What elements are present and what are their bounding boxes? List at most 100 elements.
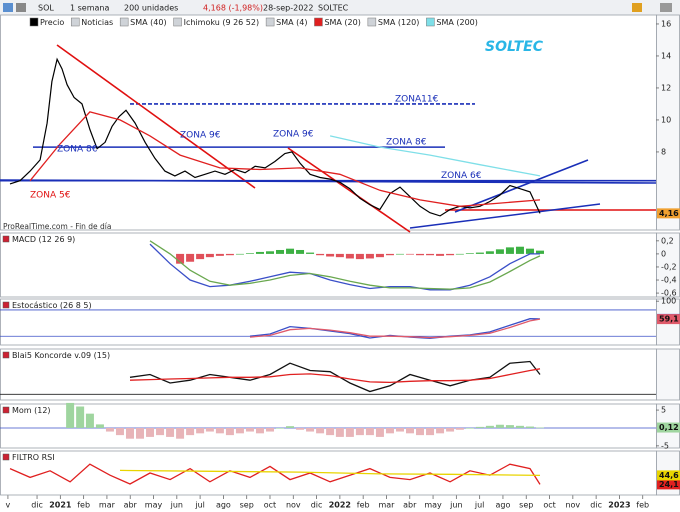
bar <box>326 427 335 436</box>
bar <box>406 427 414 434</box>
y-tick-label: 14 <box>661 51 671 60</box>
settings-icon[interactable] <box>16 3 26 12</box>
panel-title-icon <box>2 235 10 243</box>
bar <box>235 253 244 255</box>
legend-swatch[interactable] <box>367 17 377 27</box>
bar <box>455 427 464 430</box>
bar <box>265 251 274 254</box>
y-tick-label: -5 <box>661 441 669 450</box>
bar <box>296 427 305 430</box>
x-tick-label: feb <box>636 501 649 510</box>
last-value-tag <box>657 208 680 219</box>
x-tick-label: dic <box>31 501 43 510</box>
bar <box>215 427 224 434</box>
bar <box>186 427 195 436</box>
panel-content <box>0 44 657 233</box>
x-tick-label: 2021 <box>49 501 72 510</box>
alert-icon[interactable] <box>632 3 642 12</box>
x-tick-label: jul <box>194 501 205 510</box>
bar <box>335 253 344 258</box>
legend-swatch[interactable] <box>173 17 182 27</box>
last-value-label: 44,6 <box>659 471 679 480</box>
period[interactable]: 1 semana <box>70 4 109 13</box>
last-value-tag <box>657 470 680 481</box>
trend-line <box>0 179 657 184</box>
y-tick-label: 10 <box>661 115 671 124</box>
menu-icon[interactable] <box>3 3 13 12</box>
bar <box>535 427 544 429</box>
x-tick-label: dic <box>590 501 602 510</box>
bar <box>515 246 524 254</box>
date: 28-sep-2022 <box>263 4 313 13</box>
x-tick-label: abr <box>124 501 138 510</box>
x-tick-label: 2023 <box>608 501 630 510</box>
bar <box>215 253 224 256</box>
bar <box>395 427 404 432</box>
y-tick-label: 8 <box>661 147 666 156</box>
y-tick-label: 100 <box>661 297 676 306</box>
x-tick-label: abr <box>403 501 417 510</box>
legend-swatch[interactable] <box>265 17 275 27</box>
bar <box>85 413 94 428</box>
bar <box>176 253 185 264</box>
x-tick-label: may <box>145 501 163 510</box>
legend-label: SMA (4) <box>276 18 307 27</box>
bar <box>416 427 425 436</box>
trend-line <box>56 44 256 189</box>
bar <box>345 253 354 259</box>
bar <box>316 427 325 434</box>
y-tick-label: 5 <box>661 406 666 415</box>
bar <box>426 427 435 436</box>
bar <box>136 427 145 439</box>
bar <box>535 250 544 254</box>
bar <box>66 402 75 428</box>
series-line <box>149 240 541 290</box>
bar <box>426 253 435 256</box>
panel-title-icon <box>2 453 10 461</box>
series-line <box>119 469 541 477</box>
bar <box>465 253 474 254</box>
last-value-tag <box>657 479 680 490</box>
bar <box>505 425 514 428</box>
legend-label: SMA (120) <box>378 18 420 27</box>
bar <box>276 249 285 254</box>
x-tick-label: ago <box>216 501 231 510</box>
symbol[interactable]: SOL <box>38 4 54 13</box>
bar <box>395 253 404 255</box>
bar <box>436 253 445 256</box>
y-tick-label: -0,6 <box>661 289 677 298</box>
last-value-label: 4,16 <box>659 209 679 218</box>
series-line <box>129 368 541 384</box>
trend-line <box>409 203 601 229</box>
bar <box>76 406 85 428</box>
panel-title-icon <box>2 301 10 309</box>
legend-label: Ichimoku (9 26 52) <box>184 18 260 27</box>
last-value-tag <box>657 314 680 325</box>
legend-swatch[interactable] <box>70 17 80 27</box>
x-tick-label: ago <box>496 501 511 510</box>
bar <box>225 427 234 436</box>
legend-label: SMA (200) <box>436 18 478 27</box>
panel-title: MACD (12 26 9) <box>12 235 75 244</box>
bar <box>525 426 534 428</box>
bar <box>385 427 394 434</box>
x-tick-label: oct <box>543 501 555 510</box>
legend-swatch[interactable] <box>426 17 435 27</box>
chart-title: SOLTEC <box>485 39 544 55</box>
legend-swatch[interactable] <box>119 17 129 27</box>
bar <box>416 253 425 256</box>
bar <box>255 251 264 254</box>
bar <box>225 253 234 256</box>
annotation: ZONA 8€ <box>57 145 98 155</box>
zone-label: ZONA 6€ <box>441 171 482 181</box>
window-icon[interactable] <box>660 3 672 12</box>
x-tick-label: may <box>424 501 442 510</box>
bar <box>156 427 165 436</box>
last-value-label: 24,1 <box>659 480 679 489</box>
zone-label: ZONA 8€ <box>386 138 427 148</box>
legend-swatch[interactable] <box>314 17 323 27</box>
legend-swatch[interactable] <box>29 17 39 27</box>
bar <box>455 253 464 255</box>
bar <box>385 253 394 256</box>
units[interactable]: 200 unidades <box>124 4 178 13</box>
